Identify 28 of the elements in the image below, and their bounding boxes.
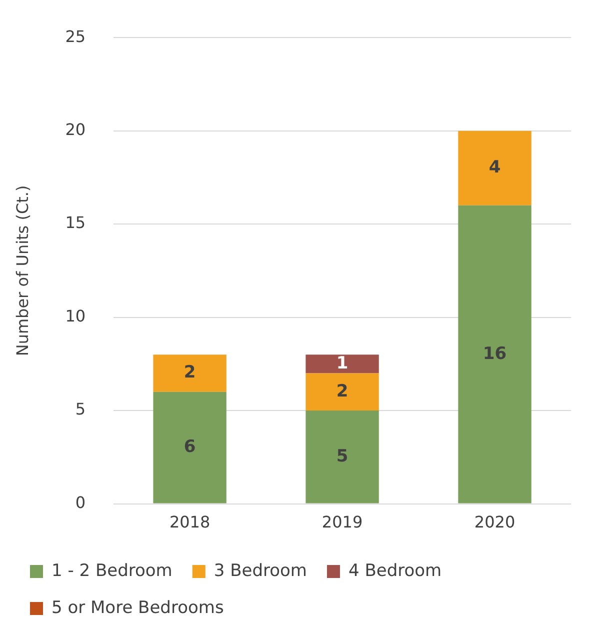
- y-tick-label: 25: [65, 26, 86, 46]
- x-tick-label: 2019: [322, 512, 363, 532]
- bar: [153, 354, 226, 392]
- data-label: 6: [184, 437, 196, 458]
- bar: [306, 354, 379, 374]
- data-label: 1: [336, 353, 348, 374]
- bar: [458, 130, 532, 206]
- legend-label: 1 - 2 Bedroom: [52, 560, 172, 581]
- data-label: 16: [482, 344, 507, 364]
- y-tick-label: 20: [65, 120, 86, 139]
- y-tick-label: 5: [75, 400, 86, 419]
- legend-label: 4 Bedroom: [348, 560, 442, 581]
- y-tick-label: 0: [75, 492, 86, 512]
- data-label: 4: [488, 158, 501, 178]
- y-tick-label: 15: [65, 213, 86, 232]
- bar: [306, 410, 379, 504]
- data-label: 2: [184, 362, 196, 383]
- x-tick-label: 2020: [474, 512, 516, 532]
- bar: [458, 205, 532, 504]
- legend-label: 3 Bedroom: [214, 560, 307, 581]
- data-label: 2: [336, 381, 348, 402]
- data-label: 5: [336, 446, 348, 466]
- y-tick-label: 10: [65, 306, 86, 326]
- legend-label: 5 or More Bedrooms: [52, 598, 224, 618]
- bar: [153, 392, 226, 504]
- x-tick-label: 2018: [169, 512, 210, 532]
- bar: [306, 373, 379, 411]
- y-axis-title: Number of Units (Ct.): [12, 185, 32, 356]
